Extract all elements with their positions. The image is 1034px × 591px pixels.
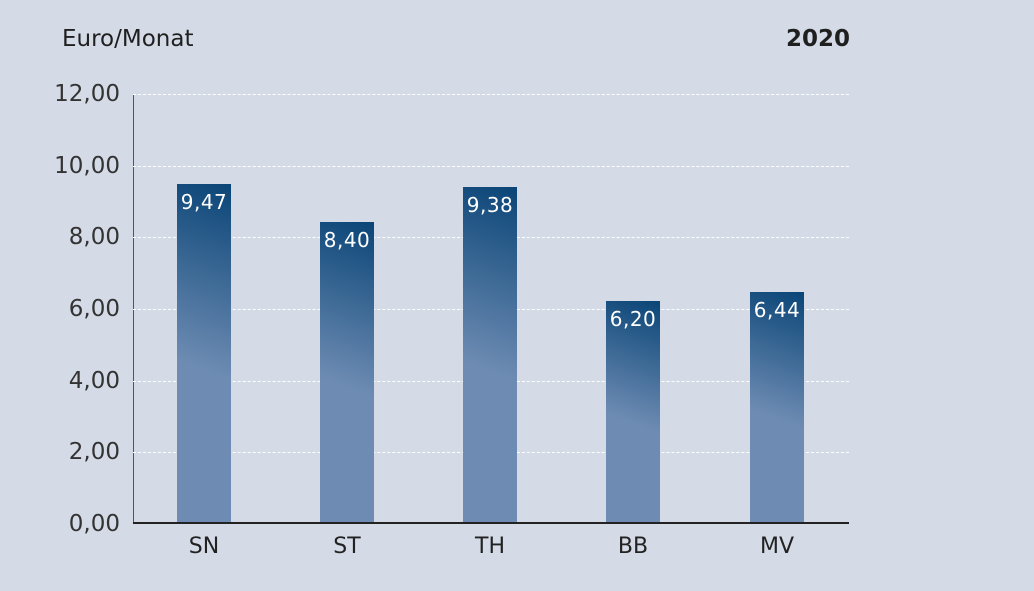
x-category-label: MV (759, 534, 795, 559)
bar-value-label: 8,40 (323, 228, 371, 253)
bar-value-label: 9,38 (466, 193, 514, 218)
x-category-label: TH (475, 534, 505, 559)
y-tick-label: 0,00 (68, 511, 120, 537)
bar-bb: 6,20 (606, 300, 660, 522)
bar-value-label: 9,47 (180, 190, 228, 215)
bar-value-label: 6,44 (753, 298, 801, 323)
bar-value-label: 6,20 (609, 306, 657, 331)
y-tick-label: 12,00 (54, 81, 120, 107)
unit-label: Euro/Monat (62, 26, 194, 52)
x-category-label: BB (617, 534, 649, 559)
y-tick-label: 4,00 (68, 367, 120, 394)
gridline (133, 165, 849, 167)
bar-mv: 6,44 (750, 292, 804, 522)
year-label: 2020 (785, 26, 850, 52)
y-tick-label: 8,00 (68, 224, 120, 251)
x-category-label: SN (188, 534, 220, 559)
plot-area: 0,00 2,00 4,00 6,00 8,00 10,00 12,00 9,47 SN 8,40… (54, 81, 849, 559)
y-tick-label: 6,00 (68, 296, 120, 322)
x-axis (133, 522, 849, 524)
bar-th: 9,38 (463, 187, 517, 522)
y-tick-label: 2,00 (68, 439, 120, 466)
y-tick-label: 10,00 (54, 152, 120, 179)
gridline (133, 94, 849, 95)
bar-st: 8,40 (320, 222, 374, 522)
bar-sn: 9,47 (177, 184, 231, 522)
x-category-label: ST (333, 534, 361, 559)
